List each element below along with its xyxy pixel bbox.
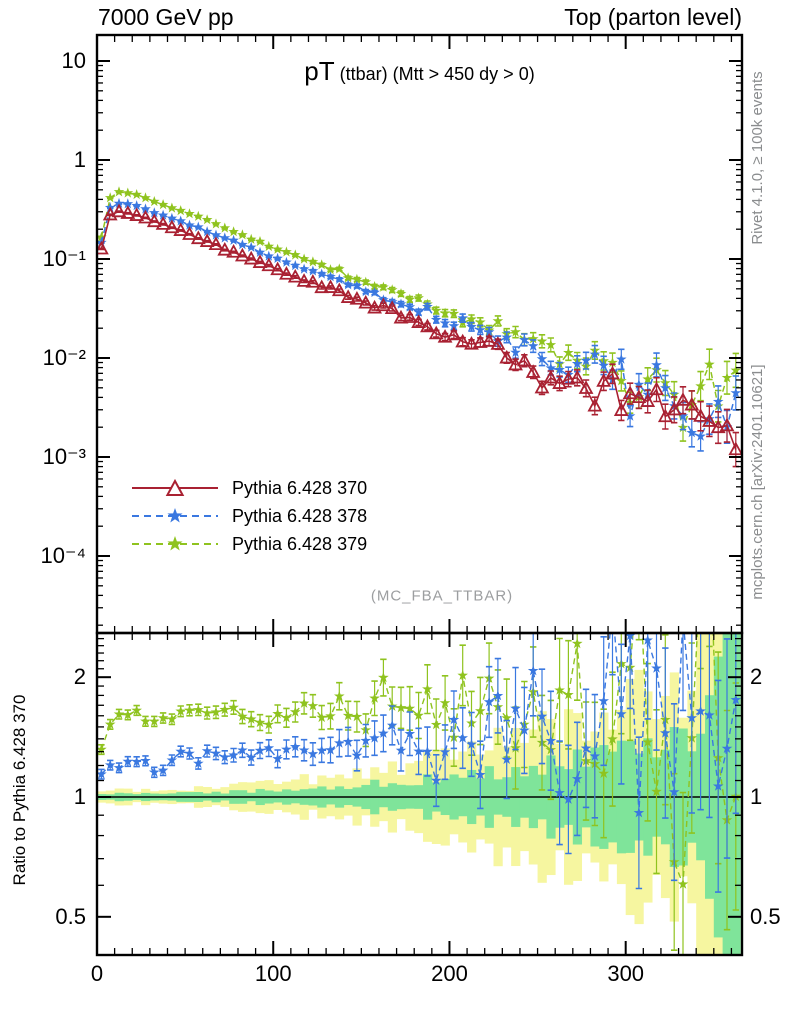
main-y-tick-label: 10⁻¹ (42, 246, 86, 271)
legend-label: Pythia 6.428 378 (232, 505, 368, 526)
main-y-tick-label: 1 (73, 147, 86, 172)
plot-title-cuts: (ttbar) (Mtt > 450 dy > 0) (334, 64, 535, 84)
legend-sample-line-star-icon (132, 536, 218, 551)
process-label: Top (parton level) (564, 4, 742, 30)
main-y-tick-label: 10⁻⁴ (40, 543, 86, 568)
legend-label: Pythia 6.428 379 (232, 533, 368, 554)
ratio-y-tick-label-left: 0.5 (55, 903, 86, 929)
main-y-tick-label: 10 (61, 48, 86, 73)
plot-title: pT (ttbar) (Mtt > 450 dy > 0) (97, 56, 742, 87)
legend-item: Pythia 6.428 378 (130, 502, 367, 530)
x-tick-label: 300 (607, 961, 645, 986)
ratio-y-tick-label-right: 1 (750, 784, 763, 809)
plot-title-observable: pT (304, 56, 335, 86)
ratio-y-tick-label-right: 0.5 (750, 903, 781, 929)
ratio-y-tick-label-left: 1 (73, 784, 86, 809)
ratio-y-tick-label-right: 2 (750, 664, 763, 690)
legend-sample-line-star-icon (132, 508, 218, 523)
analysis-watermark: (MC_FBA_TTBAR) (370, 587, 514, 605)
x-tick-label: 200 (431, 961, 468, 986)
ratio-y-tick-label-left: 2 (73, 664, 86, 690)
main-y-tick-label: 10⁻² (42, 345, 86, 370)
legend-item: Pythia 6.428 379 (130, 530, 367, 558)
x-tick-label: 0 (90, 961, 104, 986)
beam-label: 7000 GeV pp (98, 4, 234, 30)
x-tick-label: 100 (254, 961, 292, 986)
legend-label: Pythia 6.428 370 (232, 477, 368, 498)
main-y-tick-label: 10⁻³ (42, 444, 86, 469)
legend-item: Pythia 6.428 370 (130, 474, 367, 502)
legend-sample-line-triangle-icon (132, 478, 218, 496)
